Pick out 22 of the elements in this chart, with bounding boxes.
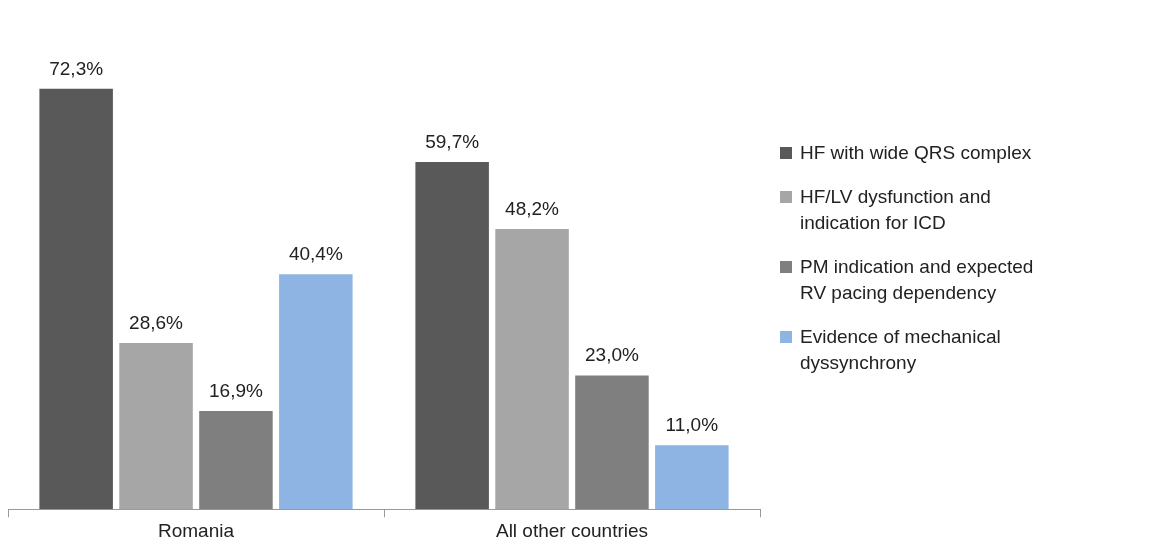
bar (495, 228, 569, 510)
x-tick-label: Romania (157, 519, 235, 541)
bar (575, 375, 649, 510)
bar (199, 410, 273, 510)
bar (119, 342, 193, 510)
data-label: 11,0% (665, 413, 719, 435)
data-label: 72,3% (49, 57, 104, 79)
data-label: 28,6% (129, 311, 184, 333)
bar (655, 445, 729, 510)
bar (279, 274, 353, 510)
bar (39, 88, 113, 510)
data-label: 59,7% (425, 130, 480, 152)
data-label: 23,0% (585, 344, 639, 366)
legend-label: HF with wide QRS complex (800, 141, 1032, 165)
x-tick-label: All other countries (495, 519, 649, 541)
data-label: 40,4% (288, 243, 343, 265)
bar (415, 162, 489, 510)
data-label: 16,9% (209, 379, 263, 401)
legend-label: Evidence of mechanical dyssynchrony (800, 325, 1002, 375)
legend-label: PM indication and expected RV pacing dependency (800, 255, 1035, 305)
data-label: 48,2% (505, 197, 560, 219)
legend-label: HF/LV dysfunction and indication for ICD (800, 185, 992, 235)
